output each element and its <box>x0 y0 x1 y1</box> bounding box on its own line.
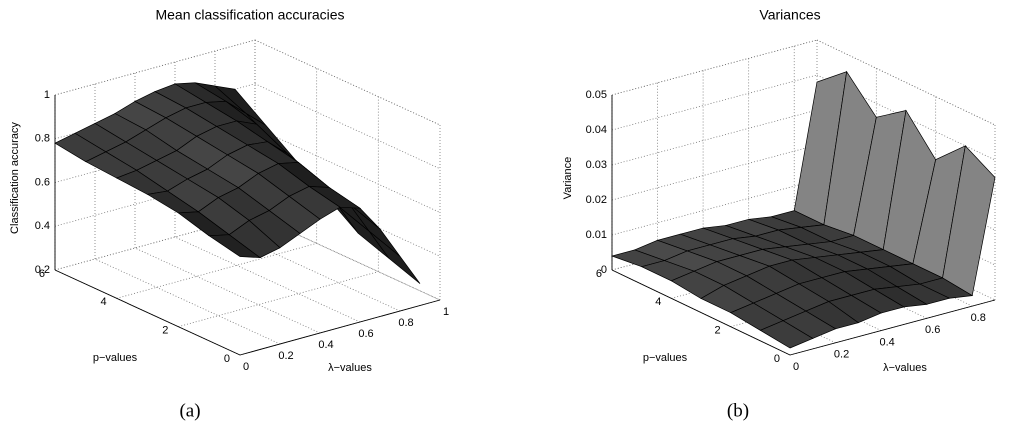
y-tick-label: 4 <box>655 296 661 308</box>
box-edge <box>54 39 256 96</box>
x-axis-label: λ−values <box>328 362 372 374</box>
z-tick-label: 0.02 <box>586 194 607 206</box>
y-tick-label: 0 <box>774 353 780 365</box>
caption: (a) <box>179 400 200 421</box>
x-axis-label: λ−values <box>883 362 927 374</box>
y-tick-label: 2 <box>162 325 168 337</box>
grid-line <box>134 247 321 334</box>
z-tick-label: 0.4 <box>35 220 50 232</box>
z-tick-label: 0.01 <box>586 229 607 241</box>
x-axis <box>239 299 441 356</box>
y-axis <box>54 269 241 356</box>
z-tick-label: 0.8 <box>35 133 50 145</box>
y-axis-label: p−values <box>643 352 688 364</box>
x-tick-label: 0.6 <box>925 324 940 336</box>
grid-line <box>254 83 441 170</box>
grid-line <box>254 214 441 301</box>
z-tick-label: 0.6 <box>35 176 50 188</box>
grid-line <box>116 242 317 299</box>
x-tick-label: 0.2 <box>278 350 293 362</box>
x-tick-label: 0.2 <box>834 349 849 361</box>
x-tick-label: 1 <box>443 306 449 318</box>
y-tick-label: 2 <box>715 325 721 337</box>
grid-line <box>214 225 401 312</box>
x-tick-label: 0.6 <box>358 328 373 340</box>
x-axis <box>789 299 996 356</box>
box-edge <box>254 39 441 126</box>
x-tick-label: 0.8 <box>398 317 413 329</box>
caption: (b) <box>727 400 749 421</box>
y-axis-label: p−values <box>93 352 138 364</box>
y-axis <box>611 269 791 356</box>
box-edge <box>611 39 818 96</box>
chart-title: Mean classification accuracies <box>155 7 344 23</box>
x-tick-label: 0 <box>243 361 249 373</box>
z-axis-label: Variance <box>562 157 574 200</box>
x-tick-label: 0 <box>793 361 799 373</box>
z-tick-label: 0.03 <box>586 159 607 171</box>
surface-patch <box>208 234 262 259</box>
grid-line <box>94 258 281 345</box>
y-tick-label: 6 <box>596 268 602 280</box>
y-tick-label: 6 <box>39 268 45 280</box>
y-tick-label: 0 <box>224 353 230 365</box>
x-tick-label: 0.4 <box>879 336 894 348</box>
grid-line <box>611 74 818 131</box>
grid-line <box>254 127 441 213</box>
z-tick-label: 1 <box>44 89 50 101</box>
z-tick-label: 0 <box>601 264 607 276</box>
y-tick-label: 4 <box>101 296 107 308</box>
grid-line <box>174 236 361 323</box>
grid-line <box>611 144 818 201</box>
surface-patch <box>368 230 421 284</box>
z-axis-label: Classification accuracy <box>9 122 21 234</box>
grid-line <box>54 39 256 96</box>
surface-patch <box>759 320 814 349</box>
z-tick-label: 0.04 <box>586 124 607 136</box>
grid-line <box>178 271 379 328</box>
chart-title: Variances <box>759 7 820 23</box>
x-tick-label: 0.4 <box>318 339 333 351</box>
grid-line <box>611 109 818 166</box>
x-tick-label: 0.8 <box>971 312 986 324</box>
z-tick-label: 0.05 <box>586 89 607 101</box>
z-tick-label: 0.2 <box>35 264 50 276</box>
